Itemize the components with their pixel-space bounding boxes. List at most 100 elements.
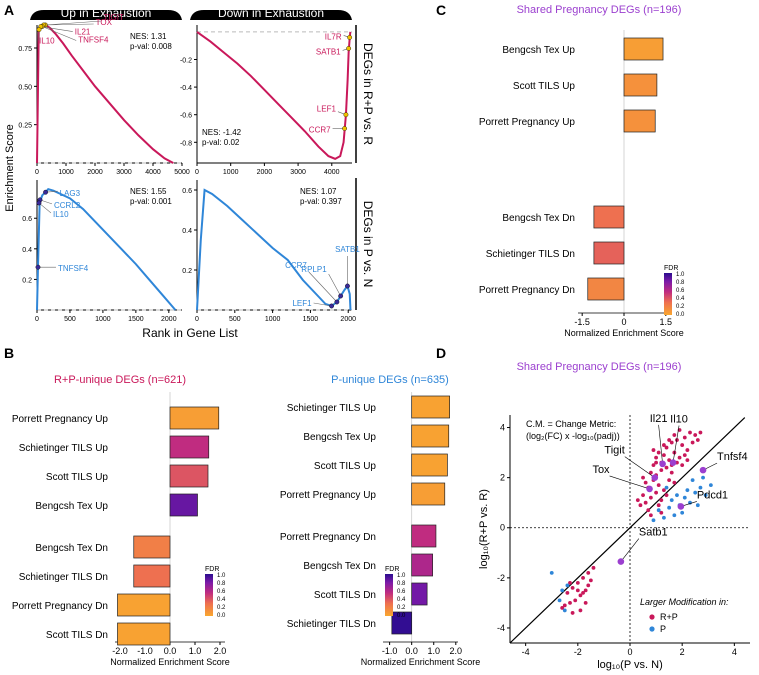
nes-text: NES: 1.31: [130, 32, 167, 41]
x-tick-label: 0: [35, 169, 39, 176]
gene-leader-line: [609, 475, 650, 490]
category-label: Porrett Pregnancy Dn: [479, 285, 575, 296]
scatter-point-p: [680, 510, 685, 515]
gene-leader-line: [308, 271, 338, 303]
fdr-tick-label: 0.8: [676, 280, 685, 286]
fdr-tick-label: 1.0: [676, 272, 685, 278]
bar-chart-title: R+P-unique DEGs (n=621): [54, 374, 186, 386]
bar: [411, 482, 446, 506]
gene-leader-line: [620, 538, 640, 562]
scatter-point-rp: [583, 601, 588, 605]
scatter-point-rp: [638, 503, 643, 508]
x-tick-label: 1000: [265, 316, 281, 323]
fdr-tick-label: 0.6: [676, 288, 685, 294]
fdr-tick-label: 0.0: [217, 613, 226, 619]
scatter-point-rp: [560, 606, 565, 610]
gene-point: [334, 299, 340, 305]
y-tick-label: 0.2: [22, 277, 32, 284]
category-label: Schietinger TILS Up: [19, 443, 109, 454]
x-tick-label: -4: [522, 647, 530, 657]
bar: [169, 406, 220, 430]
y-tick-label: 0.4: [182, 228, 192, 235]
fdr-legend-c-bar: [664, 273, 672, 315]
y-tick-label: -2: [497, 573, 505, 583]
scatter-point-rp: [635, 498, 640, 503]
gsea-plot-up-rp: 0.25 0.50 0.75 0 1000 2000 3000 4000 5000 NES: 1.…: [18, 13, 190, 176]
gsea-plot-up-pn: 0.2 0.4 0.6 0 500 1000 1500 2000 NES: 1.55p-val:…: [22, 180, 182, 323]
x-tick-label: 0: [35, 316, 39, 323]
pval-text: p-val: 0.001: [130, 197, 172, 206]
scatter-point-rp: [648, 495, 653, 500]
scatter-point-rp: [581, 590, 585, 595]
gene-label: LAG3: [60, 189, 81, 198]
x-tick-label: 2.0: [214, 646, 227, 656]
x-tick-label: 1.0: [427, 646, 440, 656]
scatter-point-p: [698, 485, 703, 490]
header-down-in-exhaustion: Down in Exhaustion: [218, 6, 324, 20]
fdr-tick-label: 0.4: [217, 597, 226, 603]
category-label: Scott TILS Dn: [314, 590, 376, 601]
gsea-plot-down-pn: 0.2 0.4 0.6 0 500 1000 1500 2000 NES: 1.07p-val:…: [182, 180, 360, 323]
scatter-point-p: [662, 515, 666, 520]
gene-label: Il21: [650, 413, 668, 425]
enrichment-curve: [196, 31, 352, 160]
scatter-point-p: [690, 478, 695, 483]
nes-text: NES: -1.42: [202, 128, 242, 137]
y-tick-label: 0.2: [182, 268, 192, 275]
x-tick-label: 2.0: [450, 646, 463, 656]
x-tick-label: 3000: [290, 169, 306, 176]
y-tick-label: 0: [500, 523, 505, 533]
scatter-point-p: [669, 498, 674, 503]
scatter-point-rp: [662, 488, 666, 493]
x-tick-label: 500: [64, 316, 76, 323]
scatter-point-rp: [667, 458, 672, 462]
gsea-plot-down-rp: -0.8 -0.6 -0.4 -0.2 0 1000 2000 3000 4000 NES: -1…: [180, 25, 353, 176]
bar: [411, 395, 450, 419]
bar: [593, 241, 625, 265]
y-tick-label: 0.6: [22, 216, 32, 223]
scatter-point-rp: [562, 603, 567, 608]
x-tick-label: 1500: [303, 316, 319, 323]
x-axis-title: Normalized Enrichment Score: [564, 328, 684, 338]
scatter-point-rp: [651, 448, 656, 452]
y-tick-label: 0.75: [18, 46, 32, 53]
gene-label: CCRL2: [54, 201, 81, 210]
bar: [593, 205, 625, 229]
category-label: Bengcsh Tex Up: [502, 45, 575, 56]
scatter-point-p: [560, 588, 565, 593]
category-label: Bengcsh Tex Up: [303, 432, 376, 443]
fdr-tick-label: 0.2: [676, 304, 685, 310]
y-tick-label: -0.2: [180, 58, 192, 65]
fdr-legend-b: FDR 1.0 0.8 0.6 0.4 0.2 0.0: [205, 566, 226, 619]
gene-label: Il10: [670, 414, 688, 426]
bar: [169, 464, 209, 488]
scatter-point-rp: [581, 575, 585, 580]
y-tick-label: -0.8: [180, 140, 192, 147]
scatter-point-p: [695, 503, 700, 508]
highlighted-gene-point: [677, 503, 685, 510]
bar: [133, 535, 171, 559]
category-label: Scott TILS Up: [46, 472, 109, 483]
legend-label-p: P: [660, 624, 666, 634]
change-metric-title: C.M. = Change Metric:: [526, 419, 616, 429]
gene-leader-line: [42, 26, 77, 41]
scatter-point-rp: [680, 463, 685, 468]
bar: [169, 435, 210, 459]
header-tab-up: [30, 10, 182, 20]
scatter-point-p: [682, 495, 687, 500]
x-tick-label: 2000: [161, 316, 177, 323]
gene-label: TNFSF4: [58, 264, 89, 273]
scatter-point-rp: [672, 450, 677, 455]
row-label-p-vs-n: DEGs in P vs. N: [361, 201, 375, 287]
fdr-legend-b2-ticks: 1.0 0.8 0.6 0.4 0.2 0.0: [397, 573, 406, 619]
scatter-point-rp: [690, 440, 695, 445]
highlighted-gene-point: [659, 460, 666, 468]
x-tick-label: 0: [621, 317, 626, 327]
scatter-point-rp: [682, 453, 687, 457]
category-label: Schietinger TILS Up: [287, 403, 377, 414]
scatter-shared-pregnancy: Shared Pregnancy DEGs (n=196) -4 -2 0 2 4 -4 -2…: [478, 361, 750, 671]
nes-text: NES: 1.55: [130, 187, 167, 196]
scatter-point-rp: [664, 445, 669, 450]
x-tick-label: 5000: [174, 169, 190, 176]
